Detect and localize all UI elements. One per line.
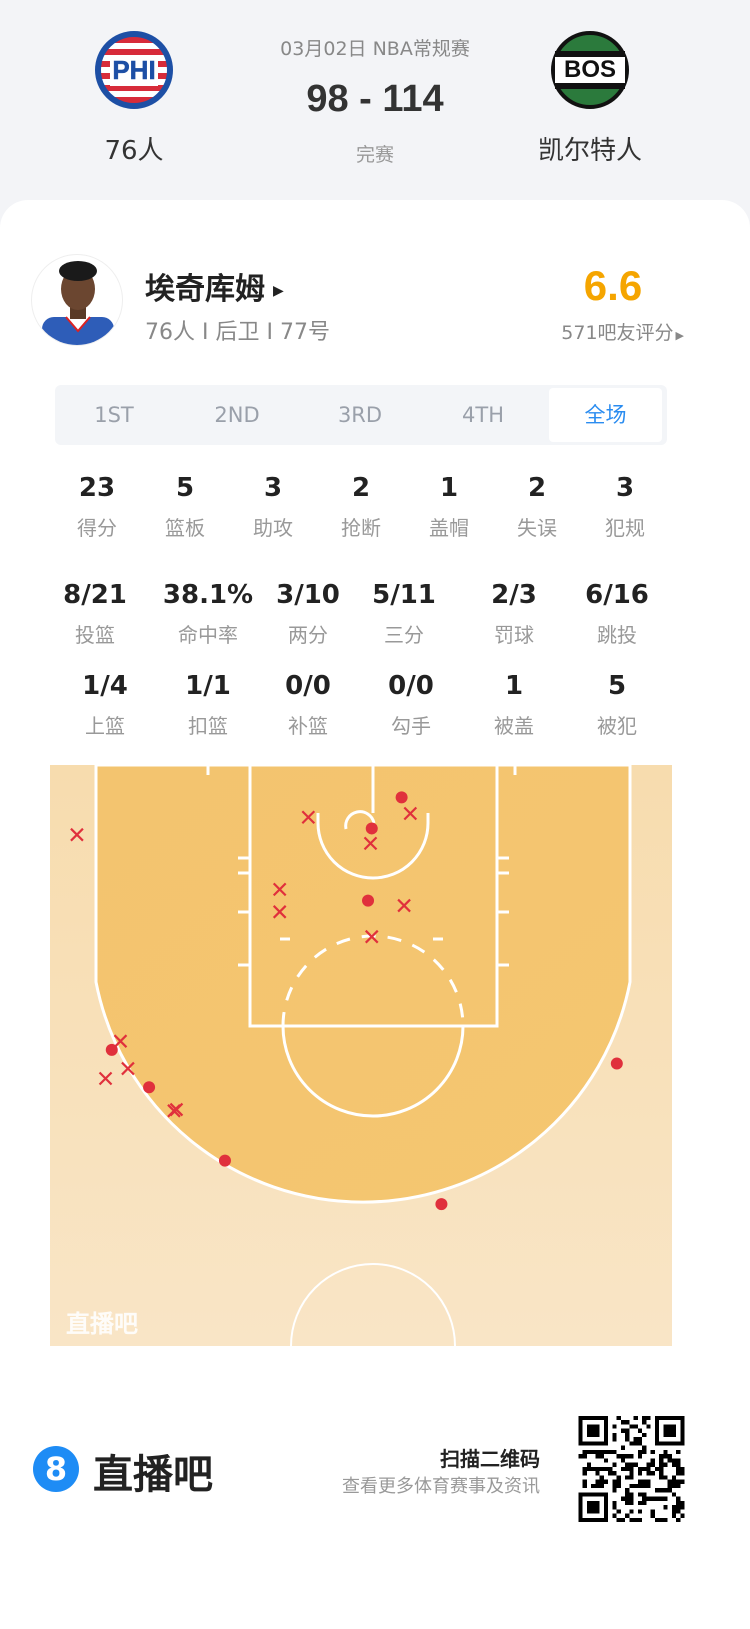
tab-1st[interactable]: 1ST	[94, 403, 134, 427]
match-score: 98 - 114	[306, 78, 444, 120]
made-shot-marker	[218, 1154, 231, 1167]
stat-value: 3/10	[276, 580, 340, 610]
player-rating: 6.6	[583, 262, 643, 309]
stat-label: 两分	[288, 623, 328, 647]
player-name-text: 埃奇库姆	[145, 272, 265, 307]
player-photo-icon	[42, 261, 114, 345]
missed-shot-marker	[272, 905, 287, 919]
stat-label: 三分	[384, 623, 424, 647]
away-team-name[interactable]: 凯尔特人	[537, 136, 643, 166]
missed-shot-marker	[364, 929, 379, 944]
brand-name: 直播吧	[93, 1452, 213, 1498]
match-status: 完赛	[355, 144, 395, 166]
stat-label: 跳投	[597, 623, 637, 647]
stat-value: 1/4	[82, 671, 128, 701]
missed-shot-marker	[113, 1034, 128, 1048]
stat-label: 扣篮	[188, 714, 228, 738]
stat-value: 6/16	[585, 580, 649, 610]
stat-label: 被犯	[597, 714, 637, 738]
stat-label: 犯规	[605, 516, 645, 540]
caret-right-icon: ▶	[675, 329, 684, 342]
made-shot-marker	[362, 894, 375, 907]
missed-shot-marker	[169, 1102, 184, 1117]
stat-label: 上篮	[85, 714, 125, 738]
missed-shot-marker	[301, 810, 316, 825]
bos-team-logo[interactable]: BOS	[551, 31, 629, 109]
player-avatar[interactable]	[31, 254, 123, 346]
missed-shot-marker	[363, 836, 378, 851]
stat-value: 3	[263, 473, 283, 503]
stat-label: 罚球	[494, 623, 534, 647]
stat-value: 5/11	[372, 580, 436, 610]
stat-label: 勾手	[391, 714, 431, 738]
stat-value: 3	[615, 473, 635, 503]
missed-shot-marker	[70, 827, 84, 842]
scan-qr-title: 扫描二维码	[440, 1447, 540, 1471]
stat-value: 0/0	[285, 671, 331, 701]
stat-value: 1/1	[185, 671, 231, 701]
stat-value: 38.1%	[162, 580, 254, 610]
stat-value: 1	[504, 671, 524, 701]
stat-value: 1	[439, 473, 459, 503]
stat-value: 5	[607, 671, 627, 701]
bos-logo-text: BOS	[555, 51, 625, 89]
made-shot-marker	[610, 1057, 623, 1070]
stat-value: 2	[351, 473, 371, 503]
stat-value: 2	[527, 473, 547, 503]
made-shot-marker	[143, 1081, 156, 1094]
stat-value: 23	[78, 473, 116, 503]
tab-2nd[interactable]: 2ND	[214, 403, 260, 427]
period-tabs: 1ST 2ND 3RD 4TH 全场	[55, 385, 667, 445]
caret-right-icon: ▶	[273, 282, 284, 299]
missed-shot-marker	[272, 882, 287, 897]
court-watermark: 直播吧	[66, 1310, 138, 1338]
stat-label: 得分	[77, 516, 117, 540]
player-info: 76人 I 后卫 I 77号	[145, 320, 330, 345]
shot-chart: 直播吧	[50, 765, 672, 1346]
missed-shot-marker	[98, 1071, 113, 1086]
stat-label: 篮板	[165, 516, 205, 540]
phi-team-logo[interactable]: PHI	[95, 31, 173, 109]
stat-value: 8/21	[63, 580, 127, 610]
stat-label: 失误	[517, 516, 557, 540]
scan-qr-subtitle: 查看更多体育赛事及资讯	[342, 1476, 540, 1497]
home-team-name[interactable]: 76人	[104, 136, 164, 166]
stat-label: 盖帽	[429, 516, 469, 540]
stat-value: 5	[175, 473, 195, 503]
rating-count-text: 571吧友评分	[561, 322, 674, 344]
made-shot-marker	[365, 822, 378, 835]
made-shot-marker	[395, 791, 408, 804]
qr-code[interactable]	[578, 1416, 685, 1522]
tab-4th[interactable]: 4TH	[462, 403, 504, 427]
tab-3rd[interactable]: 3RD	[337, 403, 383, 427]
stat-value: 0/0	[388, 671, 434, 701]
match-date-league: 03月02日 NBA常规赛	[280, 38, 470, 60]
brand-logo-icon: 8	[33, 1446, 79, 1492]
missed-shot-marker	[397, 898, 411, 913]
stat-value: 2/3	[491, 580, 537, 610]
player-name[interactable]: 埃奇库姆 ▶	[145, 264, 284, 308]
stat-label: 抢断	[341, 516, 381, 540]
missed-shot-marker	[121, 1061, 135, 1076]
made-shot-marker	[435, 1198, 448, 1211]
stat-label: 补篮	[288, 714, 328, 738]
tab-full-game[interactable]: 全场	[549, 388, 662, 442]
missed-shot-marker	[403, 806, 418, 821]
stat-label: 被盖	[494, 714, 534, 738]
stat-label: 命中率	[178, 623, 238, 647]
rating-count-link[interactable]: 571吧友评分 ▶	[561, 318, 684, 345]
stat-label: 助攻	[253, 516, 293, 540]
stat-label: 投篮	[75, 623, 115, 647]
phi-logo-text: PHI	[110, 54, 158, 86]
